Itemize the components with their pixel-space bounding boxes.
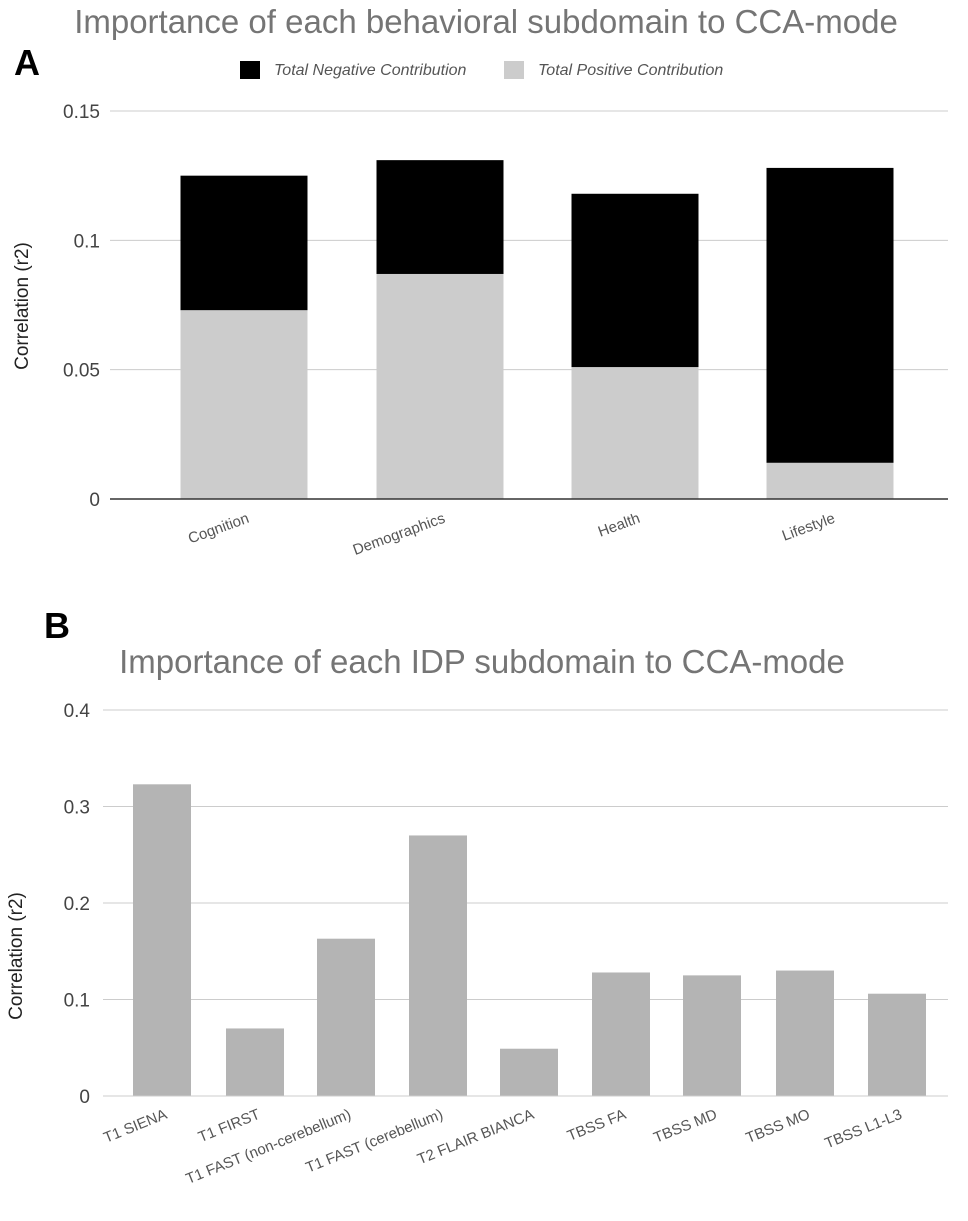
x-tick-label: TBSS L1-L3 xyxy=(822,1106,904,1152)
bar xyxy=(409,835,467,1096)
x-tick-label: Cognition xyxy=(186,510,251,548)
x-tick-label: TBSS FA xyxy=(565,1106,629,1145)
chart-a-bars xyxy=(180,160,894,499)
x-tick-label: T1 SIENA xyxy=(101,1106,169,1147)
chart-a-x-ticks: Cognition Demographics Health Lifestyle xyxy=(186,510,837,559)
x-tick-label: T1 FAST (non-cerebellum) xyxy=(184,1106,354,1188)
bar-negative xyxy=(376,160,504,274)
legend-swatch-negative xyxy=(240,61,260,79)
bar xyxy=(683,975,741,1096)
bar-positive xyxy=(376,273,504,499)
x-tick-label: TBSS MO xyxy=(744,1106,813,1147)
legend-label-negative: Total Negative Contribution xyxy=(274,62,467,79)
bar-negative xyxy=(180,175,308,311)
legend-swatch-positive xyxy=(504,61,524,79)
bar xyxy=(226,1028,284,1096)
chart-a-legend: Total Negative Contribution Total Positi… xyxy=(240,61,723,79)
bar-negative xyxy=(571,193,699,368)
bar xyxy=(592,972,650,1096)
y-tick-label: 0 xyxy=(89,490,100,511)
legend-label-positive: Total Positive Contribution xyxy=(538,62,723,79)
chart-a-y-axis-label: Correlation (r2) xyxy=(12,242,33,370)
y-tick-label: 0.3 xyxy=(64,798,90,819)
x-tick-label: Health xyxy=(596,510,643,541)
x-tick-label: Demographics xyxy=(351,510,448,559)
y-tick-label: 0.2 xyxy=(64,894,90,915)
bar xyxy=(500,1048,558,1096)
bar xyxy=(868,993,926,1096)
bar xyxy=(133,784,191,1096)
x-tick-label: TBSS MD xyxy=(651,1106,719,1147)
chart-b-y-ticks: 0 0.1 0.2 0.3 0.4 xyxy=(64,701,91,1108)
bar-positive xyxy=(571,367,699,499)
y-tick-label: 0.15 xyxy=(63,102,100,123)
y-tick-label: 0.1 xyxy=(74,231,100,252)
chart-b-gridlines xyxy=(103,709,948,1000)
chart-a-y-ticks: 0 0.05 0.1 0.15 xyxy=(63,102,100,511)
chart-b-bars xyxy=(133,784,926,1096)
bar xyxy=(317,938,375,1096)
chart-a: A Importance of each behavioral subdomai… xyxy=(12,3,948,559)
bar xyxy=(776,970,834,1096)
chart-a-title: Importance of each behavioral subdomain … xyxy=(74,3,898,40)
panel-label-b: B xyxy=(44,605,70,646)
chart-b: B Importance of each IDP subdomain to CC… xyxy=(6,605,948,1188)
chart-b-y-axis-label: Correlation (r2) xyxy=(6,892,27,1020)
panel-label-a: A xyxy=(14,42,40,83)
y-tick-label: 0.1 xyxy=(64,991,90,1012)
x-tick-label: T1 FIRST xyxy=(196,1106,263,1146)
bar-positive xyxy=(180,310,308,499)
bar-negative xyxy=(766,167,894,463)
y-tick-label: 0.4 xyxy=(64,701,91,722)
chart-b-title: Importance of each IDP subdomain to CCA-… xyxy=(119,643,845,680)
y-tick-label: 0.05 xyxy=(63,361,100,382)
y-tick-label: 0 xyxy=(79,1087,90,1108)
x-tick-label: Lifestyle xyxy=(780,510,838,545)
bar-positive xyxy=(766,462,894,499)
